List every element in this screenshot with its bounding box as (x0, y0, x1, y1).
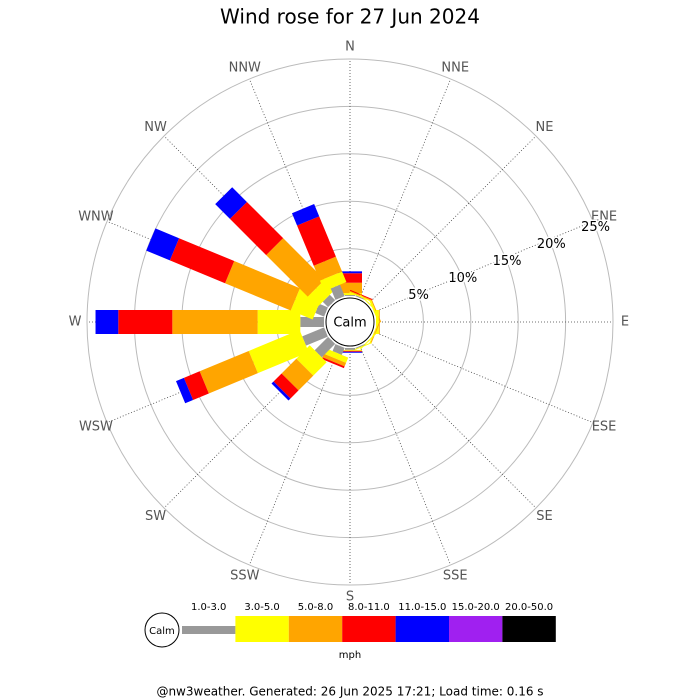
bar-segment (349, 291, 372, 302)
bar-segment (338, 350, 362, 352)
r-tick-label: 15% (493, 254, 522, 269)
bar-segment (199, 350, 258, 394)
bar-segment (330, 284, 345, 300)
direction-label: S (346, 590, 354, 605)
legend-label: 1.0-3.0 (191, 602, 226, 613)
direction-label: E (621, 315, 629, 330)
bar-segment (291, 204, 320, 226)
legend-label: 11.0-15.0 (398, 602, 446, 613)
direction-label: W (69, 315, 82, 330)
bar-segment (229, 201, 284, 256)
direction-label: WNW (78, 209, 114, 224)
direction-label: NE (535, 120, 553, 135)
legend-title: mph (339, 650, 361, 661)
legend-swatch (182, 626, 236, 634)
bar-segment (172, 310, 258, 334)
legend-swatch (342, 616, 396, 642)
spoke (359, 345, 452, 566)
bar-segment (349, 289, 373, 300)
bar-segment (175, 377, 194, 404)
bar-segment (215, 187, 247, 219)
bar-segment (314, 336, 336, 358)
bar-segment (338, 282, 362, 294)
spoke (368, 135, 537, 304)
legend-calm-circle (144, 612, 180, 648)
direction-label: NW (144, 120, 167, 135)
r-tick-label: 20% (537, 237, 566, 252)
r-tick-label: 25% (581, 220, 610, 235)
bar-segment (273, 373, 299, 399)
direction-label: SE (536, 509, 552, 524)
legend-label: 3.0-5.0 (244, 602, 279, 613)
bar-segment (355, 295, 365, 300)
spoke (359, 78, 452, 299)
bar-segment (248, 329, 309, 374)
legend-label: 5.0-8.0 (298, 602, 333, 613)
bar-segment (183, 371, 209, 400)
calm-label: Calm (333, 316, 366, 331)
bar-segment (225, 261, 300, 311)
direction-label: SSE (443, 569, 468, 584)
bar-segment (118, 310, 173, 334)
bar-segment (332, 344, 345, 355)
legend-label: 8.0-11.0 (348, 602, 390, 613)
bar-segment (338, 271, 362, 274)
grid-ring (86, 58, 614, 586)
legend-swatch (288, 616, 343, 642)
legend-calm-label: Calm (149, 626, 175, 637)
direction-label: WSW (79, 420, 113, 435)
spoke (248, 345, 341, 566)
bar-segment (315, 303, 328, 317)
bar-segment (146, 228, 180, 261)
bar-segment (271, 381, 291, 401)
legend-swatch (502, 616, 556, 642)
bar-segment (345, 348, 355, 350)
bar-segment (321, 357, 345, 369)
spoke (373, 220, 594, 313)
direction-label: NNW (229, 60, 261, 75)
legend-label: 15.0-20.0 (452, 602, 500, 613)
bar-segment (338, 273, 362, 283)
direction-label: SSW (230, 569, 260, 584)
chart-title: Wind rose for 27 Jun 2024 (220, 5, 480, 29)
legend-swatch (449, 616, 503, 642)
bar-segment (266, 238, 325, 297)
legend-label: 20.0-50.0 (505, 602, 553, 613)
spoke (368, 340, 537, 509)
bar-segment (313, 256, 343, 281)
bar-segment (302, 327, 328, 346)
direction-label: NNE (441, 60, 469, 75)
bar-segment (281, 358, 314, 391)
legend-swatch (395, 616, 449, 642)
bar-segment (323, 348, 349, 363)
bar-segment (355, 344, 365, 349)
bar-segment (257, 310, 301, 334)
bar-segment (322, 353, 347, 367)
direction-label: SW (145, 509, 166, 524)
direction-label: ESE (592, 420, 617, 435)
direction-label: ENE (591, 209, 617, 224)
footer: @nw3weather. Generated: 26 Jun 2025 17:2… (156, 685, 543, 699)
bar-segment (370, 321, 381, 344)
bar-segment (338, 349, 362, 351)
bar-segment (300, 317, 324, 327)
legend-swatch (235, 616, 289, 642)
bar-segment (322, 294, 336, 308)
bar-segment (95, 310, 119, 334)
bar-segment (345, 295, 355, 296)
bar-segment (338, 351, 362, 353)
spoke (373, 331, 594, 424)
calm-circle (325, 297, 375, 347)
bar-segment (169, 238, 235, 284)
direction-label: N (345, 40, 355, 55)
r-tick-label: 10% (448, 271, 477, 286)
bar-segment (338, 293, 362, 296)
bar-segment (319, 271, 347, 292)
r-tick-label: 5% (408, 288, 429, 303)
bar-segment (297, 216, 336, 266)
